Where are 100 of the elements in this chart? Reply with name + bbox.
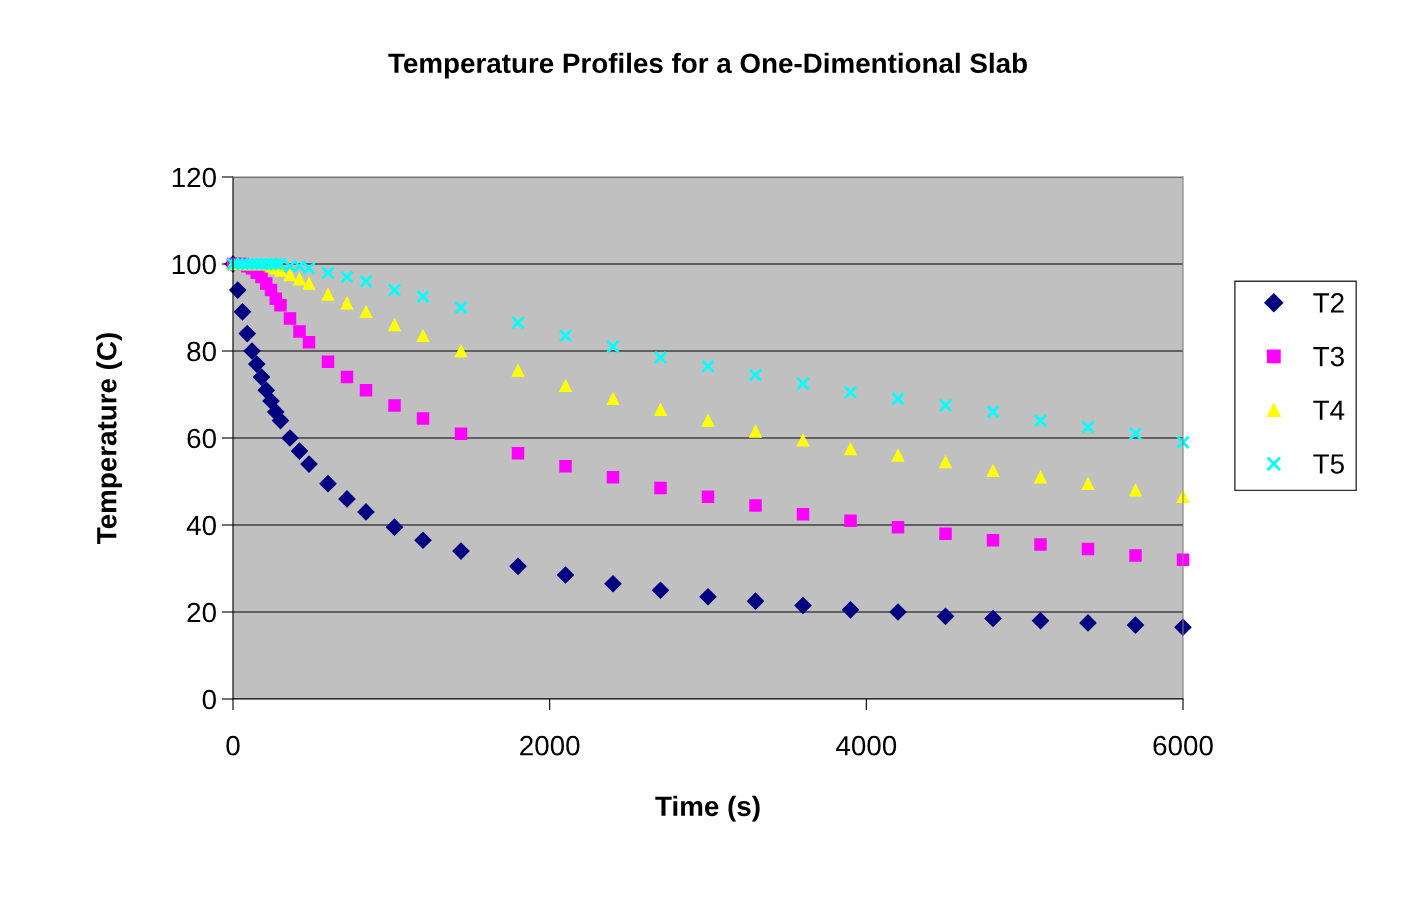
- point: [257, 381, 275, 399]
- point: [701, 414, 715, 427]
- point: [606, 392, 620, 406]
- point: [416, 412, 430, 425]
- point: [388, 318, 401, 332]
- point: [454, 344, 468, 358]
- point: [238, 325, 256, 343]
- point: [300, 455, 318, 473]
- point: [338, 490, 356, 508]
- point: [357, 503, 375, 521]
- point: [939, 527, 952, 540]
- point: [414, 531, 432, 549]
- point: [243, 342, 261, 360]
- x-tick-label: 4000: [836, 735, 897, 756]
- point: [454, 300, 468, 315]
- point: [606, 339, 620, 354]
- point: [302, 336, 316, 349]
- point: [359, 305, 373, 319]
- point: [889, 603, 907, 621]
- point: [654, 481, 667, 495]
- point: [891, 449, 905, 462]
- point: [701, 359, 715, 374]
- point: [1126, 616, 1145, 634]
- point: [340, 270, 354, 284]
- point: [321, 355, 335, 369]
- point: [388, 399, 401, 412]
- point: [1129, 549, 1142, 562]
- point: [302, 277, 316, 290]
- point: [1129, 483, 1142, 497]
- y-tick-label: 120: [172, 167, 216, 188]
- y-tick-label: 0: [202, 689, 216, 710]
- point: [385, 518, 404, 536]
- point: [321, 265, 335, 280]
- point: [511, 364, 525, 377]
- point: [556, 566, 575, 584]
- point: [511, 446, 525, 460]
- point: [843, 385, 858, 400]
- point: [233, 303, 252, 321]
- point: [293, 325, 306, 338]
- point: [274, 299, 287, 312]
- point: [1031, 612, 1050, 630]
- y-tick-label: 60: [187, 428, 216, 449]
- point: [1034, 470, 1047, 484]
- point: [558, 328, 573, 343]
- point: [359, 274, 373, 289]
- point: [340, 370, 354, 384]
- point: [1081, 477, 1095, 490]
- point: [1176, 435, 1190, 450]
- point: [1081, 420, 1095, 435]
- point: [283, 312, 297, 325]
- y-axis-title: Temperature (C): [96, 333, 123, 544]
- point: [746, 592, 765, 610]
- point: [986, 404, 1000, 419]
- point: [841, 601, 860, 619]
- y-tick-label: 80: [187, 341, 216, 362]
- point: [701, 490, 715, 503]
- point: [509, 557, 527, 575]
- point: [511, 315, 525, 330]
- point: [452, 542, 470, 560]
- y-tick-label: 20: [187, 602, 216, 623]
- y-tick-label: 40: [186, 515, 216, 536]
- point: [1079, 614, 1097, 632]
- point: [290, 442, 309, 460]
- y-tick-label: 100: [172, 254, 216, 275]
- point: [1081, 542, 1095, 556]
- point: [699, 588, 717, 606]
- x-tick-label: 2000: [520, 735, 580, 756]
- point: [938, 398, 953, 413]
- point: [1128, 426, 1143, 441]
- point: [359, 383, 373, 397]
- point: [1033, 413, 1048, 428]
- point: [293, 272, 306, 286]
- legend-label: T4: [1313, 400, 1345, 420]
- point: [748, 367, 763, 382]
- point: [984, 609, 1002, 628]
- point: [387, 283, 402, 298]
- point: [321, 288, 335, 301]
- chart-title: Temperature Profiles for a One-Dimentional Slab: [388, 52, 1027, 79]
- point: [936, 607, 955, 625]
- point: [796, 376, 810, 391]
- legend-label: T2: [1313, 293, 1344, 313]
- point: [606, 470, 620, 484]
- point: [559, 460, 572, 473]
- point: [281, 429, 299, 447]
- point: [986, 533, 1000, 547]
- point: [653, 350, 668, 365]
- point: [1034, 538, 1047, 551]
- point: [416, 329, 430, 343]
- point: [796, 507, 810, 521]
- legend-label: T3: [1313, 346, 1344, 367]
- point: [749, 425, 762, 438]
- point: [939, 455, 952, 469]
- point: [319, 475, 337, 493]
- point: [844, 514, 857, 527]
- point: [340, 296, 354, 310]
- point: [891, 520, 905, 534]
- x-tick-label: 0: [226, 735, 240, 756]
- point: [651, 581, 670, 599]
- point: [604, 575, 622, 593]
- point: [454, 427, 468, 440]
